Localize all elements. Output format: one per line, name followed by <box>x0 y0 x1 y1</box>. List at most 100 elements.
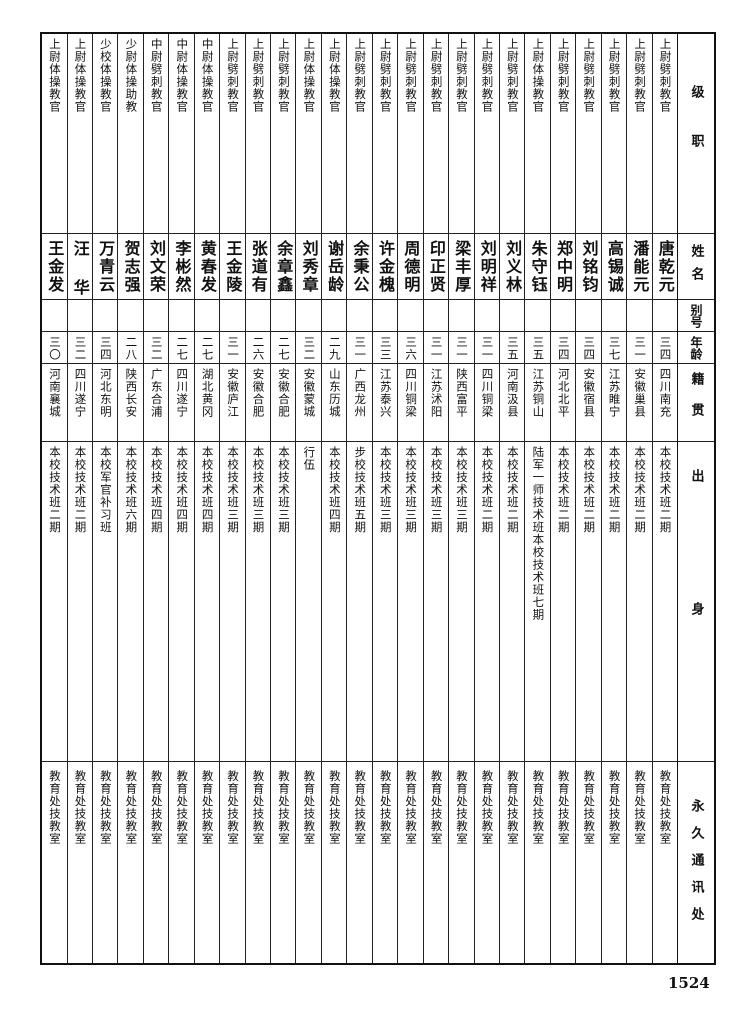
cell-alias <box>321 300 347 332</box>
cell-address: 教育处技教室 <box>525 762 549 963</box>
cell-native-place: 安徽合肥 <box>271 364 296 442</box>
cell-rank: 上尉体操教官 <box>42 34 67 234</box>
cell-background: 本校技术班三期 <box>220 442 245 762</box>
cell-native-place: 安徽巢县 <box>627 364 652 442</box>
cell-alias <box>423 300 449 332</box>
rank-text: 上尉劈刺教官 <box>505 38 520 113</box>
cell-background: 本校技术班二期 <box>67 442 92 762</box>
address-text: 教育处技教室 <box>658 770 673 845</box>
name-text: 万青云 <box>96 240 116 294</box>
cell-alias <box>576 300 601 332</box>
age-text: 三四 <box>98 336 113 361</box>
cell-background: 本校技术班三期 <box>449 442 474 762</box>
background-text: 本校技术班二期 <box>607 446 622 534</box>
rank-text: 上尉劈刺教官 <box>455 38 470 113</box>
cell-name: 刘义林 <box>499 234 525 300</box>
background-text: 本校技术班二期 <box>582 446 597 534</box>
cell-rank: 上尉劈刺教官 <box>220 34 245 234</box>
cell-age: 三一 <box>449 332 474 364</box>
cell-alias <box>652 300 677 332</box>
cell-age: 三五 <box>525 332 550 364</box>
cell-alias <box>525 300 550 332</box>
table-row: 中尉体操教官 黄春发 二七 湖北黄冈 本校技术班四期 教育处技教室 <box>193 34 220 963</box>
cell-rank: 上尉劈刺教官 <box>347 34 372 234</box>
header-cell-background: 出身 <box>678 442 714 762</box>
cell-name: 万青云 <box>92 234 118 300</box>
cell-native-place: 广西龙州 <box>347 364 372 442</box>
cell-background: 本校军官补习班 <box>92 442 118 762</box>
cell-address: 教育处技教室 <box>347 762 371 963</box>
cell-name: 王金发 <box>42 234 67 300</box>
native-place-text: 安徽蒙城 <box>302 368 317 418</box>
table-row: 上尉劈刺教官 郑中明 三四 河北北平 本校技术班二期 教育处技教室 <box>549 34 576 963</box>
table-row: 上尉劈刺教官 王金陵 三一 安徽庐江 本校技术班三期 教育处技教室 <box>219 34 245 963</box>
cell-native-place: 河南襄城 <box>42 364 67 442</box>
rank-text: 上尉劈刺教官 <box>658 38 673 113</box>
background-text: 本校技术班四期 <box>327 446 342 534</box>
native-place-text: 江苏沭阳 <box>429 368 444 418</box>
table-row: 中尉劈刺教官 刘文荣 三二 广东合浦 本校技术班四期 教育处技教室 <box>142 34 169 963</box>
background-text: 本校技术班二期 <box>658 446 673 534</box>
cell-rank: 中尉体操教官 <box>169 34 194 234</box>
background-text: 本校技术班二期 <box>73 446 88 534</box>
name-text: 李彬然 <box>172 240 192 294</box>
cell-background: 本校技术班四期 <box>169 442 194 762</box>
native-place-text: 陕西富平 <box>455 368 470 418</box>
native-place-text: 河北东明 <box>98 368 113 418</box>
native-place-text: 广西龙州 <box>353 368 368 418</box>
name-text: 余秉公 <box>350 240 370 294</box>
cell-name: 许金槐 <box>372 234 398 300</box>
name-text: 王金陵 <box>223 240 243 294</box>
header-cell-alias: 别号 <box>678 300 714 332</box>
cell-native-place: 四川遂宁 <box>67 364 92 442</box>
cell-native-place: 江苏睢宁 <box>601 364 627 442</box>
cell-age: 三四 <box>576 332 601 364</box>
cell-age: 三二 <box>143 332 169 364</box>
rank-text: 上尉体操教官 <box>327 38 342 113</box>
native-place-text: 河南襄城 <box>48 368 63 418</box>
cell-rank: 少校体操教官 <box>92 34 118 234</box>
cell-rank: 中尉体操教官 <box>194 34 220 234</box>
cell-address: 教育处技教室 <box>144 762 168 963</box>
native-place-text: 江苏铜山 <box>531 368 546 418</box>
cell-address: 教育处技教室 <box>424 762 448 963</box>
name-text: 刘明祥 <box>477 240 497 294</box>
cell-native-place: 安徽合肥 <box>245 364 270 442</box>
age-text: 三四 <box>556 336 571 361</box>
cell-name: 唐乾元 <box>652 234 677 300</box>
cell-age: 二七 <box>169 332 194 364</box>
cell-background: 本校技术班二期 <box>652 442 677 762</box>
name-text: 刘文荣 <box>147 240 167 294</box>
address-text: 教育处技教室 <box>633 770 648 845</box>
age-text: 三一 <box>633 336 648 361</box>
name-text: 谢岳龄 <box>325 240 345 294</box>
cell-age: 二九 <box>321 332 347 364</box>
native-place-text: 安徽巢县 <box>633 368 648 418</box>
cell-background: 本校技术班二期 <box>474 442 499 762</box>
cell-rank: 上尉劈刺教官 <box>499 34 525 234</box>
cell-rank: 上尉劈刺教官 <box>245 34 270 234</box>
cell-native-place: 四川南充 <box>652 364 677 442</box>
cell-address: 教育处技教室 <box>68 762 92 963</box>
table-row: 上尉劈刺教官 潘能元 三一 安徽巢县 本校技术班二期 教育处技教室 <box>626 34 652 963</box>
cell-native-place: 陕西富平 <box>449 364 474 442</box>
age-text: 三一 <box>226 336 241 361</box>
cell-alias <box>474 300 499 332</box>
age-text: 二七 <box>276 336 291 361</box>
cell-age: 二六 <box>245 332 270 364</box>
cell-rank: 上尉劈刺教官 <box>372 34 398 234</box>
cell-address: 教育处技教室 <box>653 762 677 963</box>
cell-address: 教育处技教室 <box>602 762 626 963</box>
age-text: 三〇 <box>48 336 63 361</box>
table-row: 上尉劈刺教官 刘明祥 三一 四川铜梁 本校技术班二期 教育处技教室 <box>473 34 499 963</box>
rank-text: 上尉体操教官 <box>531 38 546 113</box>
cell-name: 张道有 <box>245 234 270 300</box>
address-text: 教育处技教室 <box>378 770 393 845</box>
native-place-text: 安徽合肥 <box>276 368 291 418</box>
cell-name: 刘铭钧 <box>576 234 601 300</box>
age-text: 三二 <box>73 336 88 361</box>
age-text: 三二 <box>149 336 164 361</box>
cell-name: 李彬然 <box>169 234 194 300</box>
background-text: 本校技术班四期 <box>175 446 190 534</box>
cell-age: 三三 <box>372 332 398 364</box>
